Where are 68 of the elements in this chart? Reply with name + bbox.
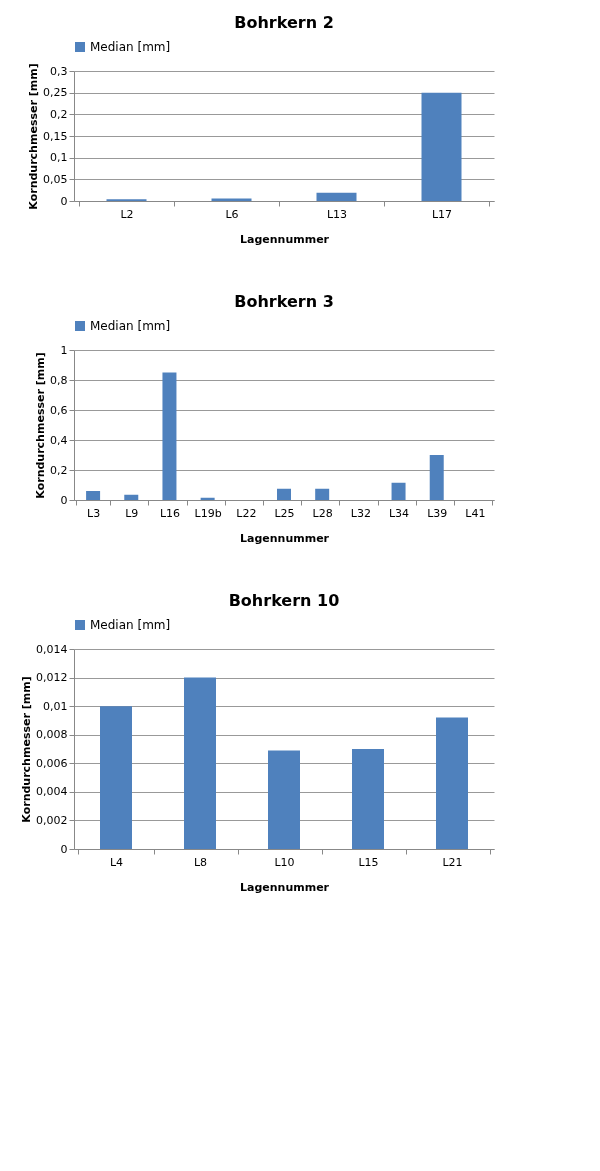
bar [429,455,444,500]
x-tick-label: L3 [87,506,101,520]
x-tick-label: L34 [388,506,410,520]
x-tick-label: L15 [358,855,379,869]
y-tick-label: 0,014 [36,642,68,656]
y-tick-label: 0,05 [43,172,68,186]
y-tick-label: 0,002 [36,813,68,827]
y-tick-label: 0 [60,194,68,208]
bar [316,192,357,201]
bar [315,488,330,500]
x-axis-title: Lagennummer [239,880,330,894]
y-axis-title: Korndurchmesser [mm] [34,352,48,499]
y-tick-label: 1 [60,343,68,357]
legend-label: Median [mm] [90,618,171,632]
y-tick-label: 0,6 [50,403,68,417]
bar [211,198,252,201]
bar [184,677,216,849]
y-tick-label: 0,3 [50,64,68,78]
chart-title: Bohrkern 10 [228,591,340,610]
y-tick-label: 0,2 [50,463,68,477]
y-axis-title: Korndurchmesser [mm] [27,63,41,210]
x-axis-title: Lagennummer [239,531,330,545]
y-tick-label: 0,012 [36,671,68,685]
y-tick-label: 0,8 [50,373,68,387]
y-tick-label: 0,25 [43,86,68,100]
chart-title: Bohrkern 2 [234,13,334,32]
x-tick-label: L28 [312,506,333,520]
y-tick-label: 0,004 [36,785,68,799]
x-tick-label: L8 [193,855,208,869]
x-tick-label: L21 [442,855,463,869]
x-tick-label: L6 [225,207,239,221]
x-tick-label: L9 [125,506,139,520]
y-tick-label: 0 [60,842,68,856]
chart-title: Bohrkern 3 [234,292,334,311]
x-tick-label: L2 [120,207,134,221]
y-tick-label: 0,2 [50,107,68,121]
legend-label: Median [mm] [90,40,171,54]
y-tick-label: 0,15 [43,129,68,143]
x-axis-title: Lagennummer [239,232,330,246]
x-tick-label: L39 [427,506,448,520]
x-tick-label: L16 [159,506,181,520]
legend-label: Median [mm] [90,319,171,333]
x-tick-label: L25 [274,506,295,520]
x-tick-label: L4 [109,855,124,869]
bar [268,750,300,849]
x-tick-label: L41 [465,506,486,520]
x-tick-label: L10 [274,855,295,869]
x-tick-label: L17 [431,207,453,221]
y-tick-label: 0,01 [43,699,68,713]
x-tick-label: L32 [350,506,371,520]
x-tick-label: L13 [326,207,348,221]
y-tick-label: 0,008 [36,728,68,742]
y-tick-label: 0,006 [36,756,68,770]
y-tick-label: 0 [60,493,68,507]
bar [162,372,177,500]
bar [436,717,468,849]
y-tick-label: 0,1 [50,151,68,165]
bar [421,92,462,201]
bar [86,491,101,500]
bar [124,494,139,500]
x-tick-label: L19b [194,506,222,520]
bar [100,706,132,849]
bar [277,488,291,500]
bar [352,749,384,849]
y-tick-label: 0,4 [50,433,68,447]
bar [391,482,406,500]
x-tick-label: L22 [236,506,257,520]
y-axis-title: Korndurchmesser [mm] [20,676,34,823]
